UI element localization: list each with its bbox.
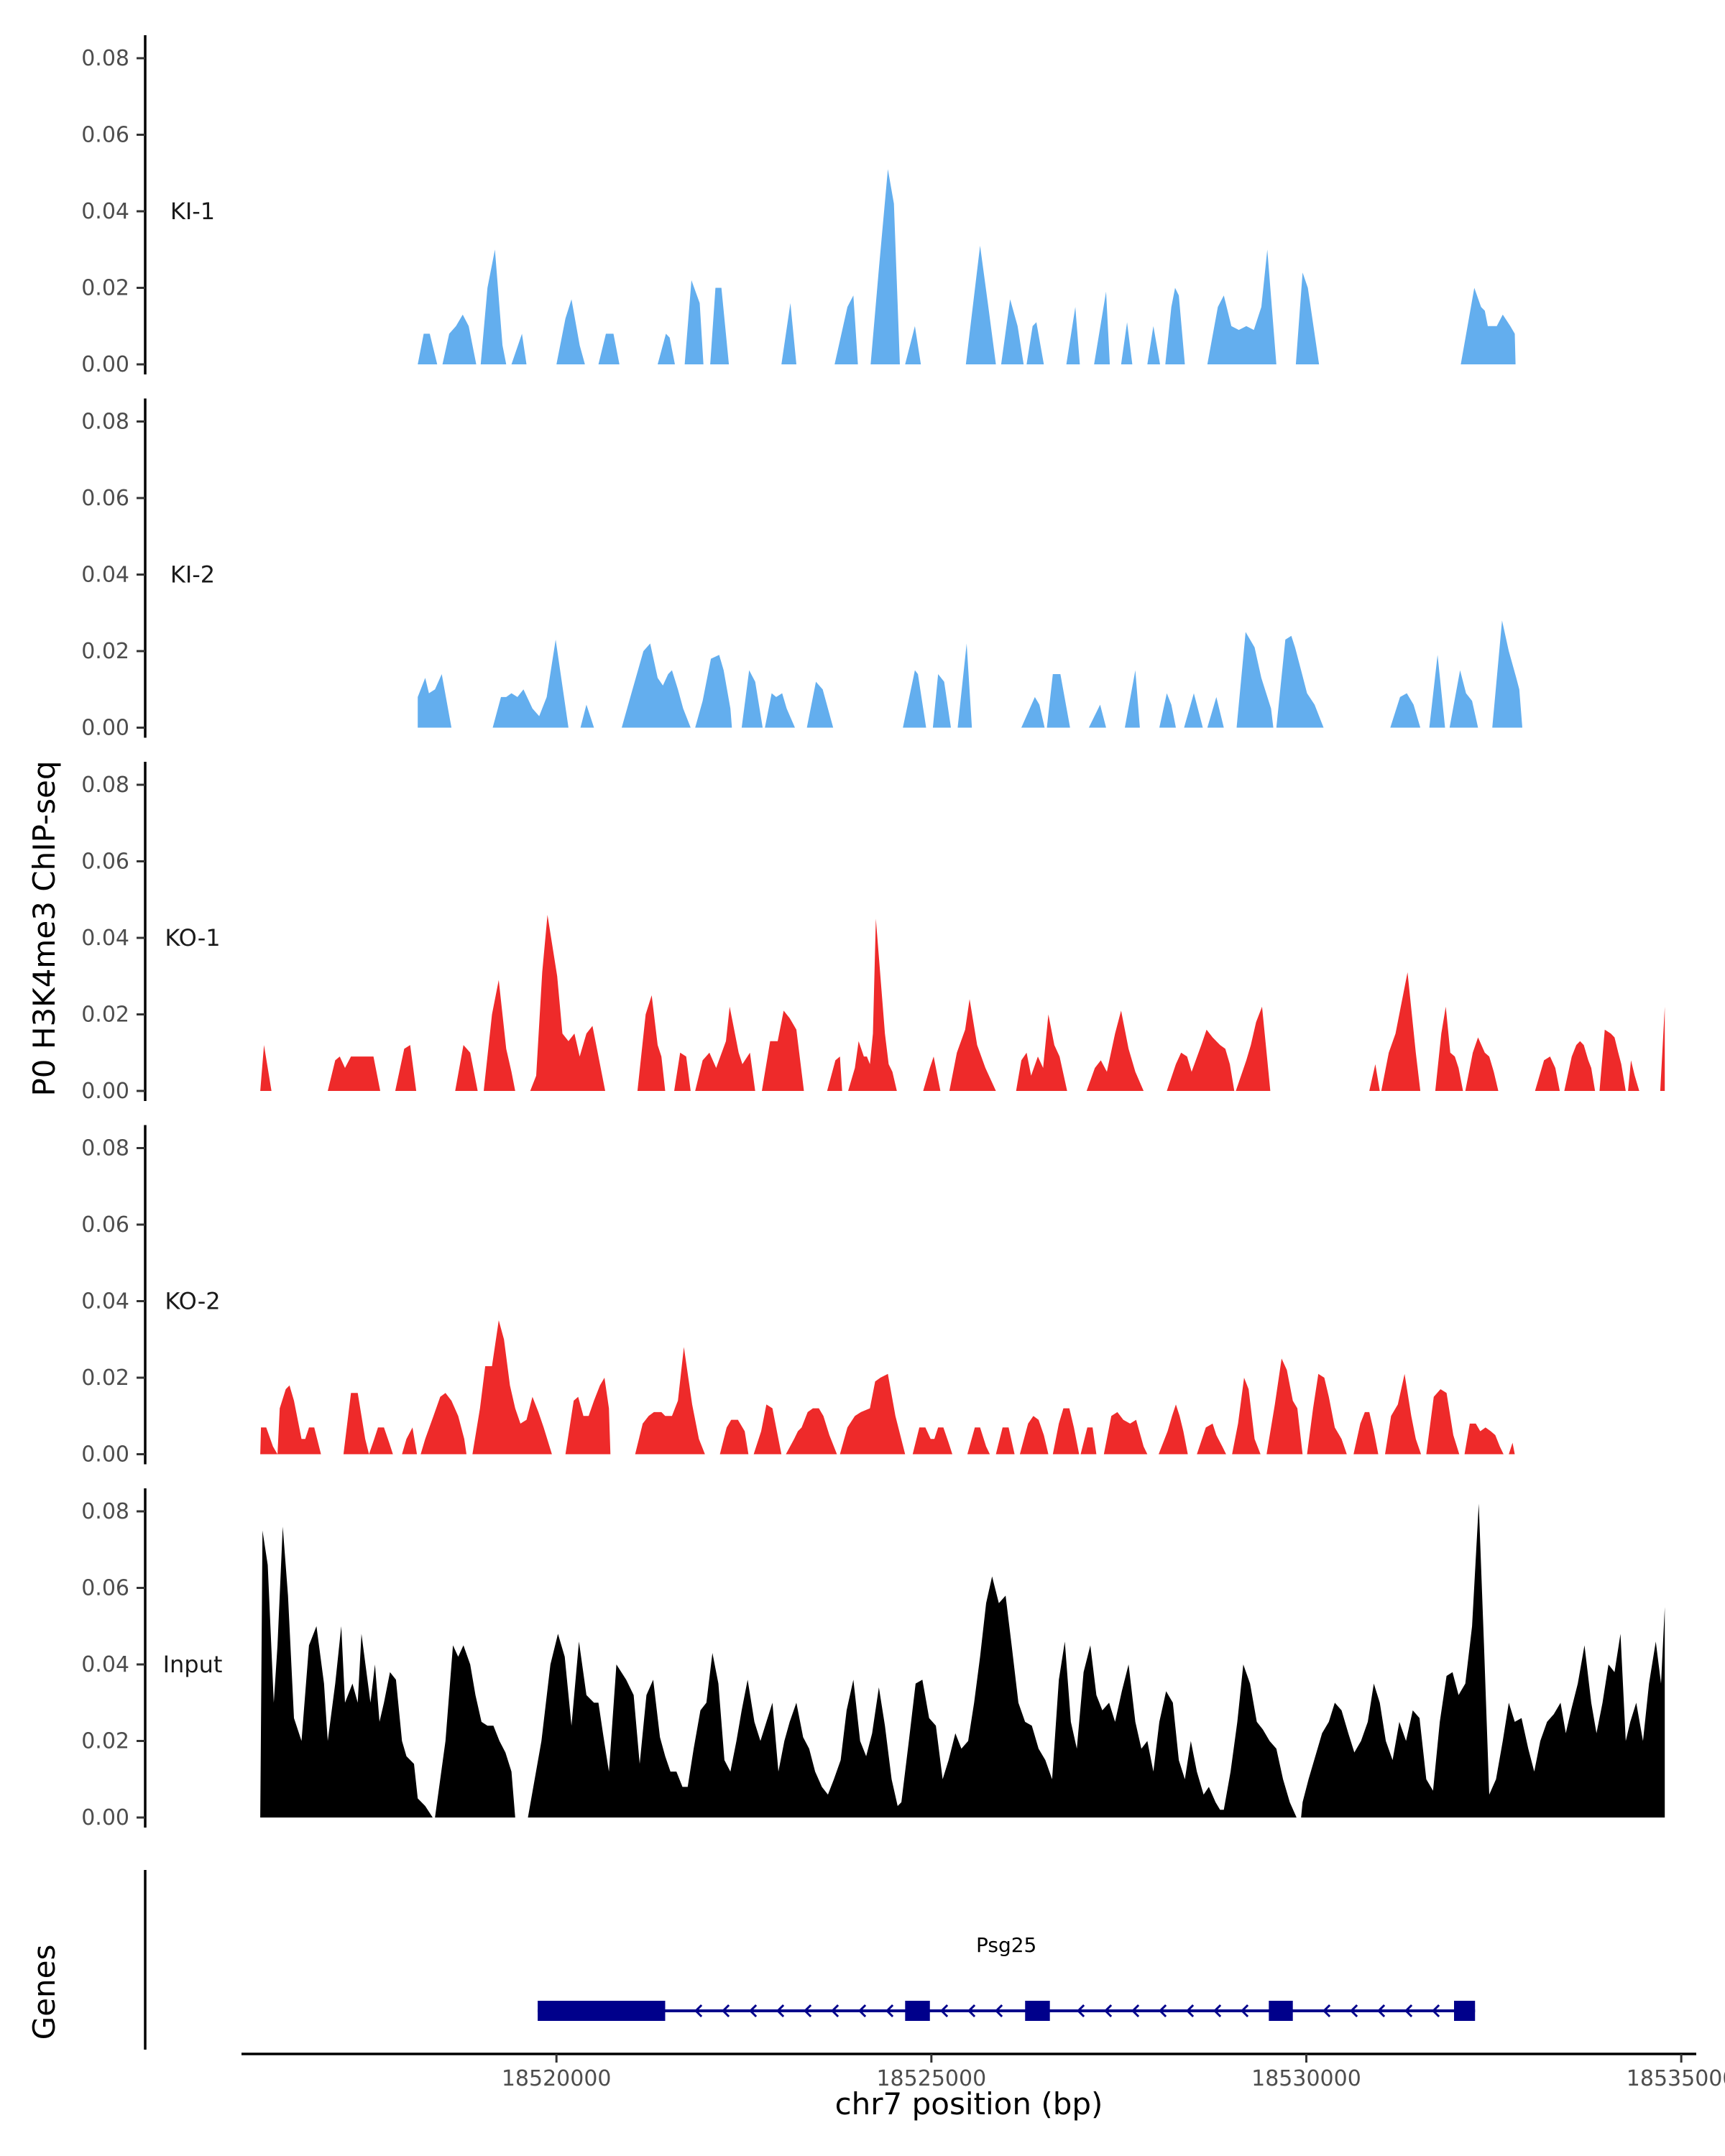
gene-exon xyxy=(1269,2001,1293,2021)
coverage-tracks: 0.00 0.02 0.04 0.06 0.08 KI-1 0.00 0.02 0.04 0.06… xyxy=(81,35,1665,1830)
x-tick-label: 18530000 xyxy=(1251,2066,1361,2091)
gene-name-label: Psg25 xyxy=(976,1933,1036,1957)
strand-arrow xyxy=(1431,2004,1440,2018)
y-tick-label: 0.04 xyxy=(81,926,129,951)
track-label: KI-1 xyxy=(170,198,215,225)
strand-arrow xyxy=(776,2004,785,2018)
x-tick-label: 18535000 xyxy=(1627,2066,1725,2091)
y-tick-label: 0.02 xyxy=(81,1003,129,1028)
y-tick-label: 0.08 xyxy=(81,410,129,435)
strand-arrow xyxy=(885,2004,894,2018)
y-tick-label: 0.06 xyxy=(81,486,129,511)
strand-arrow xyxy=(1376,2004,1386,2018)
track-ko-1: 0.00 0.02 0.04 0.06 0.08 KO-1 xyxy=(81,762,1665,1104)
track-label: Input xyxy=(163,1651,223,1678)
track-input: 0.00 0.02 0.04 0.06 0.08 Input xyxy=(81,1488,1665,1830)
track-ko-2: 0.00 0.02 0.04 0.06 0.08 KO-2 xyxy=(81,1125,1515,1468)
y-tick-label: 0.04 xyxy=(81,199,129,224)
y-tick-label: 0.02 xyxy=(81,1365,129,1391)
y-tick-label: 0.06 xyxy=(81,1212,129,1238)
y-tick-label: 0.08 xyxy=(81,773,129,798)
strand-arrow xyxy=(694,2004,703,2018)
coverage-area-ko-1 xyxy=(260,915,1665,1091)
y-tick-label: 0.00 xyxy=(81,1805,129,1830)
y-tick-label: 0.02 xyxy=(81,639,129,664)
y-axis-title: P0 H3K4me3 ChIP-seq xyxy=(27,760,62,1096)
y-tick-label: 0.08 xyxy=(81,1136,129,1161)
coverage-area-ki-2 xyxy=(418,620,1523,728)
x-tick-label: 18520000 xyxy=(502,2066,612,2091)
strand-arrow xyxy=(967,2004,976,2018)
track-label: KO-2 xyxy=(165,1288,220,1315)
strand-arrow xyxy=(994,2004,1003,2018)
y-tick-label: 0.06 xyxy=(81,123,129,148)
strand-arrow xyxy=(1322,2004,1331,2018)
strand-arrow xyxy=(803,2004,812,2018)
strand-arrow xyxy=(1404,2004,1413,2018)
x-tick-label: 18525000 xyxy=(876,2066,986,2091)
coverage-area-ko-2 xyxy=(260,1320,1515,1455)
strand-arrow xyxy=(1240,2004,1249,2018)
gene-exon xyxy=(1454,2001,1476,2021)
x-axis-title: chr7 position (bp) xyxy=(835,2086,1103,2122)
x-axis: 18520000 18525000 18530000 18535000 xyxy=(242,2053,1725,2091)
gene-exon xyxy=(905,2001,930,2021)
strand-arrow xyxy=(1131,2004,1140,2018)
y-tick-label: 0.06 xyxy=(81,849,129,875)
strand-arrow xyxy=(721,2004,730,2018)
strand-arrow xyxy=(1349,2004,1358,2018)
strand-arrow xyxy=(830,2004,840,2018)
y-tick-label: 0.02 xyxy=(81,276,129,301)
strand-arrow xyxy=(1076,2004,1085,2018)
genes-panel-label: Genes xyxy=(27,1945,62,2040)
gene-exon xyxy=(1025,2001,1050,2021)
strand-arrow xyxy=(939,2004,949,2018)
strand-arrow xyxy=(748,2004,758,2018)
y-tick-label: 0.04 xyxy=(81,1652,129,1677)
y-tick-label: 0.04 xyxy=(81,1289,129,1314)
y-tick-label: 0.00 xyxy=(81,1079,129,1104)
strand-arrow xyxy=(1185,2004,1195,2018)
y-tick-label: 0.00 xyxy=(81,1442,129,1468)
strand-arrow xyxy=(1103,2004,1113,2018)
y-tick-label: 0.02 xyxy=(81,1729,129,1754)
y-tick-label: 0.00 xyxy=(81,716,129,741)
strand-arrow xyxy=(1158,2004,1167,2018)
strand-arrow xyxy=(1213,2004,1222,2018)
track-ki-2: 0.00 0.02 0.04 0.06 0.08 KI-2 xyxy=(81,398,1523,741)
track-label: KO-1 xyxy=(165,924,220,952)
coverage-area-ki-1 xyxy=(418,169,1516,364)
coverage-area-input xyxy=(260,1503,1665,1818)
y-tick-label: 0.06 xyxy=(81,1576,129,1601)
y-tick-label: 0.04 xyxy=(81,563,129,588)
y-tick-label: 0.08 xyxy=(81,46,129,71)
track-label: KI-2 xyxy=(170,561,215,589)
y-tick-label: 0.08 xyxy=(81,1499,129,1524)
y-tick-label: 0.00 xyxy=(81,352,129,377)
gene-exon xyxy=(538,2001,666,2021)
track-ki-1: 0.00 0.02 0.04 0.06 0.08 KI-1 xyxy=(81,35,1516,377)
strand-arrow xyxy=(857,2004,867,2018)
genes-panel: Psg25 xyxy=(144,1870,1476,2050)
